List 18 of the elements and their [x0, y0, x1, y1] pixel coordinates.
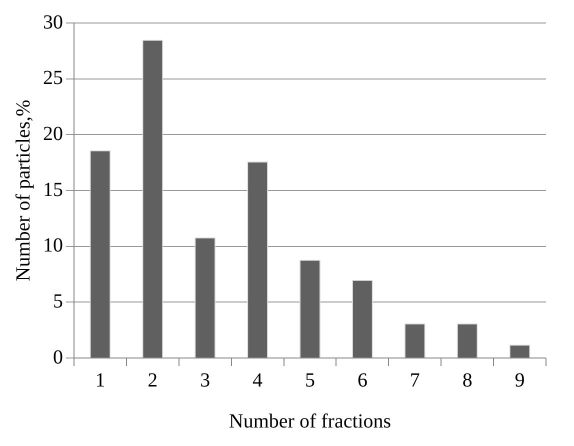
x-tick-label: 3	[200, 369, 210, 392]
x-tick-label: 8	[462, 369, 472, 392]
x-tick-label: 4	[252, 369, 263, 392]
x-tick-label: 7	[410, 369, 420, 392]
x-axis-title: Number of fractions	[228, 410, 392, 432]
y-tick-label: 0	[53, 346, 63, 368]
y-tick-label: 30	[43, 11, 63, 34]
x-tick-label: 5	[305, 369, 315, 392]
y-tick-label: 15	[43, 178, 63, 201]
x-tick-label: 9	[514, 369, 525, 392]
y-tick-label: 5	[53, 290, 63, 312]
y-tick-label: 25	[43, 67, 63, 90]
x-tick-label: 6	[357, 369, 368, 392]
y-tick-label: 10	[43, 234, 63, 257]
y-axis-title: Number of particles,%	[12, 100, 34, 282]
x-tick-label: 1	[95, 369, 106, 392]
x-tick-label: 2	[148, 369, 158, 392]
y-tick-label: 20	[43, 122, 63, 145]
